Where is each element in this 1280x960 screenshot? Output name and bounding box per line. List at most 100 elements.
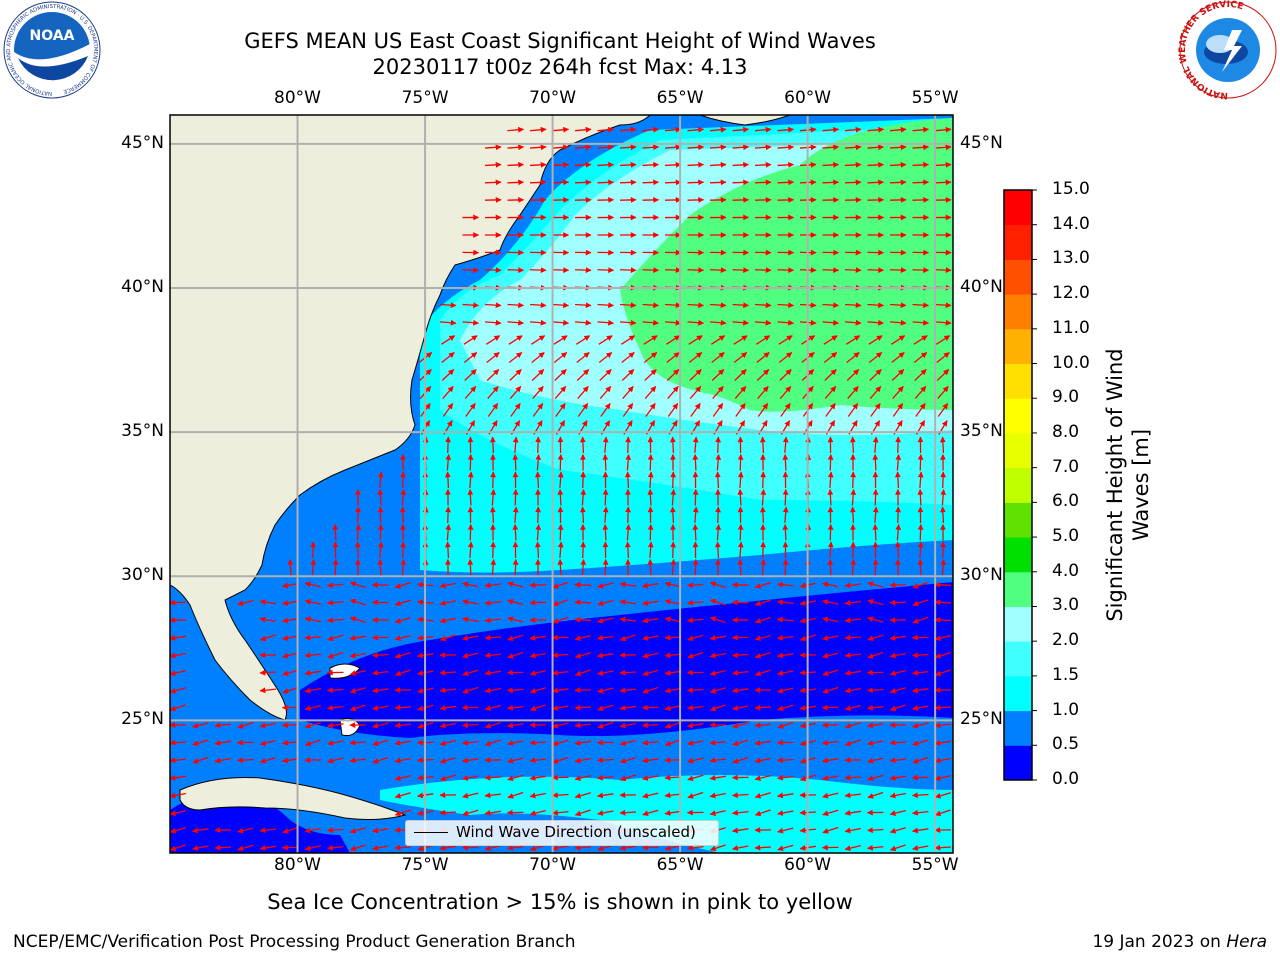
wave-direction-arrow [934, 669, 951, 677]
wave-direction-arrow [444, 471, 451, 489]
wave-direction-arrow [259, 687, 277, 694]
wave-direction-arrow [622, 403, 634, 417]
wave-direction-arrow [889, 827, 906, 834]
wave-direction-arrow [912, 845, 929, 851]
wave-direction-arrow [377, 471, 384, 489]
wave-direction-arrow [484, 774, 502, 781]
wave-direction-arrow [643, 335, 658, 345]
wave-direction-arrow [574, 704, 592, 711]
wave-direction-arrow [439, 705, 457, 711]
colorbar-label-line2: Waves [m] [1129, 428, 1153, 542]
wave-direction-arrow [776, 616, 794, 623]
wave-direction-arrow [647, 558, 654, 576]
wave-direction-arrow [484, 810, 502, 816]
wave-direction-arrow [580, 558, 587, 576]
wave-direction-arrow [891, 369, 905, 381]
wave-direction-arrow [934, 302, 952, 309]
wave-direction-arrow [529, 267, 547, 274]
lat-tick-left: 30°N [121, 565, 164, 586]
wave-direction-arrow [282, 686, 299, 694]
wave-direction-arrow [670, 558, 677, 576]
wave-direction-arrow [754, 844, 772, 851]
wave-direction-arrow [895, 436, 902, 454]
wave-direction-arrow [734, 369, 747, 381]
wave-direction-arrow [870, 403, 881, 417]
wave-direction-arrow [377, 523, 384, 541]
wave-direction-arrow [597, 599, 614, 607]
wave-direction-arrow [732, 756, 749, 764]
wave-direction-arrow [507, 616, 524, 623]
wave-direction-arrow [349, 687, 366, 694]
wave-direction-arrow [304, 670, 322, 676]
wave-direction-arrow [170, 652, 186, 659]
wave-direction-arrow [304, 634, 322, 641]
wave-direction-arrow [823, 335, 838, 345]
wave-direction-arrow [827, 523, 834, 541]
wave-direction-arrow [552, 599, 569, 607]
wave-direction-arrow [688, 335, 703, 345]
wave-direction-arrow [754, 161, 772, 168]
wave-direction-arrow [508, 352, 523, 363]
wave-direction-arrow [529, 617, 547, 624]
wave-direction-arrow [777, 126, 795, 133]
wave-direction-arrow [822, 616, 839, 623]
wave-direction-arrow [912, 705, 929, 711]
wave-direction-arrow [574, 144, 592, 151]
wave-direction-arrow [532, 403, 544, 417]
wave-direction-arrow [574, 635, 591, 641]
wave-direction-arrow [484, 687, 501, 694]
wave-direction-arrow [867, 598, 884, 606]
colorbar-tick-label: 4.0 [1052, 560, 1080, 581]
wave-direction-arrow [670, 471, 677, 489]
wave-direction-arrow [867, 634, 884, 642]
wave-direction-arrow [934, 844, 952, 851]
wave-direction-arrow [821, 722, 839, 729]
wave-direction-arrow [711, 369, 725, 381]
wave-direction-arrow [597, 810, 614, 816]
wave-direction-arrow [259, 634, 276, 642]
wave-direction-arrow [709, 652, 726, 659]
wave-direction-arrow [574, 792, 591, 799]
wave-direction-arrow [529, 652, 546, 659]
wave-direction-arrow [574, 809, 591, 817]
wave-direction-arrow [642, 319, 660, 326]
wave-direction-arrow [529, 687, 546, 694]
wave-direction-arrow [574, 319, 592, 326]
wave-direction-arrow [917, 541, 924, 559]
wave-direction-arrow [484, 845, 501, 851]
wave-direction-arrow [709, 792, 726, 799]
wave-direction-arrow [462, 302, 480, 309]
wave-direction-arrow [849, 506, 856, 524]
wave-direction-arrow [664, 810, 682, 816]
wave-direction-arrow [664, 705, 681, 711]
wave-direction-arrow [192, 756, 209, 764]
wave-direction-arrow [732, 827, 749, 834]
colorbar-segment [1004, 432, 1032, 469]
wave-direction-arrow [709, 687, 726, 694]
wave-direction-arrow [529, 739, 547, 746]
wave-direction-arrow [557, 471, 564, 489]
wave-direction-arrow [304, 705, 321, 711]
wave-direction-arrow [170, 757, 187, 764]
wave-direction-arrow [937, 386, 949, 399]
wave-direction-arrow [712, 403, 724, 417]
wave-direction-arrow [845, 335, 861, 345]
lat-tick-right: 40°N [960, 276, 1003, 297]
wave-direction-arrow [760, 471, 767, 489]
wave-direction-arrow [372, 687, 389, 694]
wave-direction-arrow [574, 652, 591, 659]
wave-direction-arrow [754, 302, 772, 309]
wave-direction-arrow [552, 161, 570, 168]
wave-direction-arrow [439, 757, 456, 764]
colorbar-segment [1004, 675, 1032, 712]
wave-direction-arrow [782, 558, 789, 576]
wave-direction-arrow [686, 704, 704, 711]
wave-direction-arrow [686, 844, 704, 851]
wave-direction-arrow [911, 669, 929, 676]
wave-direction-arrow [844, 845, 861, 851]
wave-direction-arrow [619, 687, 637, 694]
colorbar-segment [1004, 641, 1032, 677]
wave-direction-arrow [598, 335, 613, 345]
wave-direction-arrow [889, 670, 906, 676]
wave-direction-arrow [822, 757, 839, 764]
